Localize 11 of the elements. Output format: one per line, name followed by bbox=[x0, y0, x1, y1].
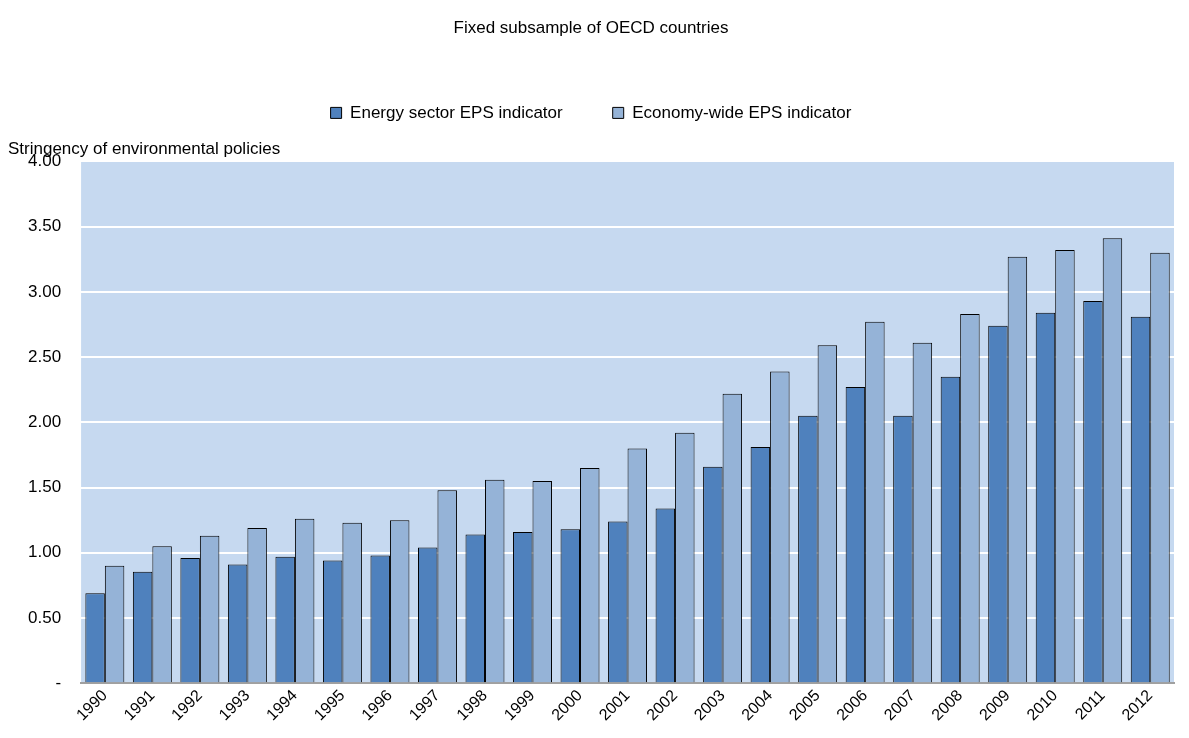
y-tick-label: 2.00 bbox=[27, 412, 62, 432]
legend-label: Energy sector EPS indicator bbox=[350, 102, 564, 122]
y-tick-label: 2.50 bbox=[27, 346, 62, 366]
y-tick-label: 0.50 bbox=[27, 607, 62, 627]
legend-label: Economy-wide EPS indicator bbox=[632, 102, 852, 122]
y-tick-label: 1.50 bbox=[27, 477, 62, 497]
y-tick-label: 3.50 bbox=[27, 216, 62, 236]
y-tick-label: - bbox=[55, 672, 62, 692]
chart-title: Fixed subsample of OECD countries bbox=[453, 17, 729, 37]
y-tick-label: 1.00 bbox=[27, 542, 62, 562]
y-tick-label: 3.00 bbox=[27, 281, 62, 301]
